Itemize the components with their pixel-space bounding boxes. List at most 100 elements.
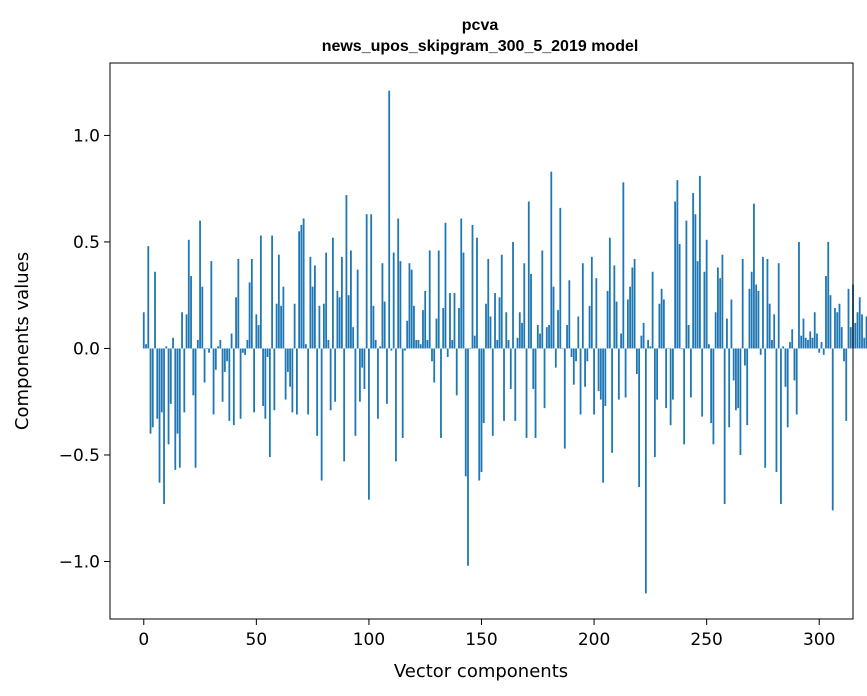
bar-58 [273, 348, 276, 411]
bar-236 [674, 201, 677, 349]
bar-6 [156, 348, 159, 419]
bar-281 [775, 348, 778, 473]
bar-20 [187, 239, 190, 349]
bar-312 [845, 348, 848, 421]
bar-220 [638, 348, 641, 487]
bar-98 [363, 348, 366, 389]
bar-160 [503, 348, 505, 421]
bar-24 [196, 339, 199, 349]
bar-210 [615, 301, 618, 349]
bar-304 [827, 241, 830, 349]
bar-101 [370, 214, 373, 349]
bar-60 [277, 254, 280, 349]
bar-269 [748, 288, 751, 349]
bar-162 [507, 339, 510, 349]
bar-27 [203, 348, 206, 383]
bar-144 [467, 348, 469, 566]
bar-80 [322, 303, 325, 349]
bar-226 [651, 271, 654, 349]
x-tick-label: 200 [578, 630, 610, 650]
bar-298 [813, 312, 816, 349]
bar-227 [653, 348, 656, 458]
bar-104 [377, 348, 379, 419]
bar-108 [386, 348, 388, 404]
bar-229 [658, 303, 661, 349]
bar-223 [644, 348, 647, 594]
bar-132 [440, 348, 442, 438]
bar-211 [617, 348, 620, 400]
bar-175 [536, 325, 539, 349]
bar-163 [509, 348, 512, 389]
bar-241 [685, 220, 688, 349]
bar-21 [190, 276, 192, 349]
bar-120 [413, 305, 415, 349]
bar-204 [602, 348, 604, 483]
bar-234 [669, 348, 672, 426]
y-axis-ticks: −1.0 −0.5 0.0 0.5 1.0 [59, 126, 110, 572]
bar-224 [647, 339, 650, 349]
bar-246 [696, 261, 699, 349]
bar-275 [762, 256, 764, 349]
bar-168 [521, 322, 523, 349]
bar-54 [264, 348, 267, 419]
bar-45 [244, 348, 246, 355]
bar-320 [863, 337, 866, 349]
bar-195 [581, 263, 584, 349]
bar-270 [750, 271, 753, 349]
bar-82 [327, 339, 330, 349]
bar-177 [541, 250, 544, 349]
bar-48 [250, 258, 253, 349]
bar-77 [316, 348, 319, 436]
bar-158 [498, 297, 501, 349]
bar-193 [577, 316, 580, 349]
bar-258 [723, 348, 726, 504]
bar-83 [329, 348, 332, 411]
bar-283 [780, 348, 782, 504]
bar-143 [464, 348, 467, 477]
bar-153 [487, 258, 490, 349]
chart-title: pcva [462, 17, 499, 34]
bar-99 [365, 214, 368, 349]
bar-103 [374, 339, 377, 349]
bar-38 [228, 348, 231, 421]
bar-278 [768, 303, 771, 349]
x-tick-label: 0 [138, 630, 149, 650]
bar-47 [248, 282, 251, 349]
bar-64 [286, 348, 289, 372]
y-tick-label: 0.5 [73, 233, 100, 253]
bar-123 [419, 344, 422, 349]
bar-321 [865, 316, 867, 349]
bar-185 [559, 207, 562, 349]
bar-56 [268, 348, 271, 458]
bar-215 [626, 299, 629, 349]
bar-166 [516, 337, 519, 349]
bar-129 [433, 348, 436, 383]
bar-146 [471, 224, 474, 349]
bar-251 [708, 344, 710, 349]
bar-313 [847, 288, 850, 349]
bar-23 [194, 348, 197, 468]
x-axis-label: Vector components [394, 661, 568, 682]
bar-289 [793, 348, 796, 381]
bar-157 [496, 339, 499, 349]
plot-area-frame [109, 62, 854, 620]
bar-216 [629, 286, 631, 349]
bar-302 [822, 348, 825, 355]
bar-253 [712, 348, 715, 445]
bar-285 [784, 348, 787, 387]
bar-51 [257, 325, 260, 349]
bar-155 [491, 348, 494, 436]
bar-206 [606, 290, 609, 349]
bar-12 [169, 348, 172, 404]
bar-134 [444, 222, 447, 349]
bar-239 [680, 348, 683, 350]
x-tick-label: 50 [246, 630, 268, 650]
x-tick-label: 250 [690, 630, 722, 650]
bar-71 [302, 218, 305, 349]
bar-311 [843, 348, 845, 362]
bar-173 [532, 348, 535, 389]
bar-10 [165, 346, 168, 349]
bar-18 [183, 348, 186, 413]
bar-187 [563, 348, 566, 449]
bar-117 [406, 320, 409, 349]
